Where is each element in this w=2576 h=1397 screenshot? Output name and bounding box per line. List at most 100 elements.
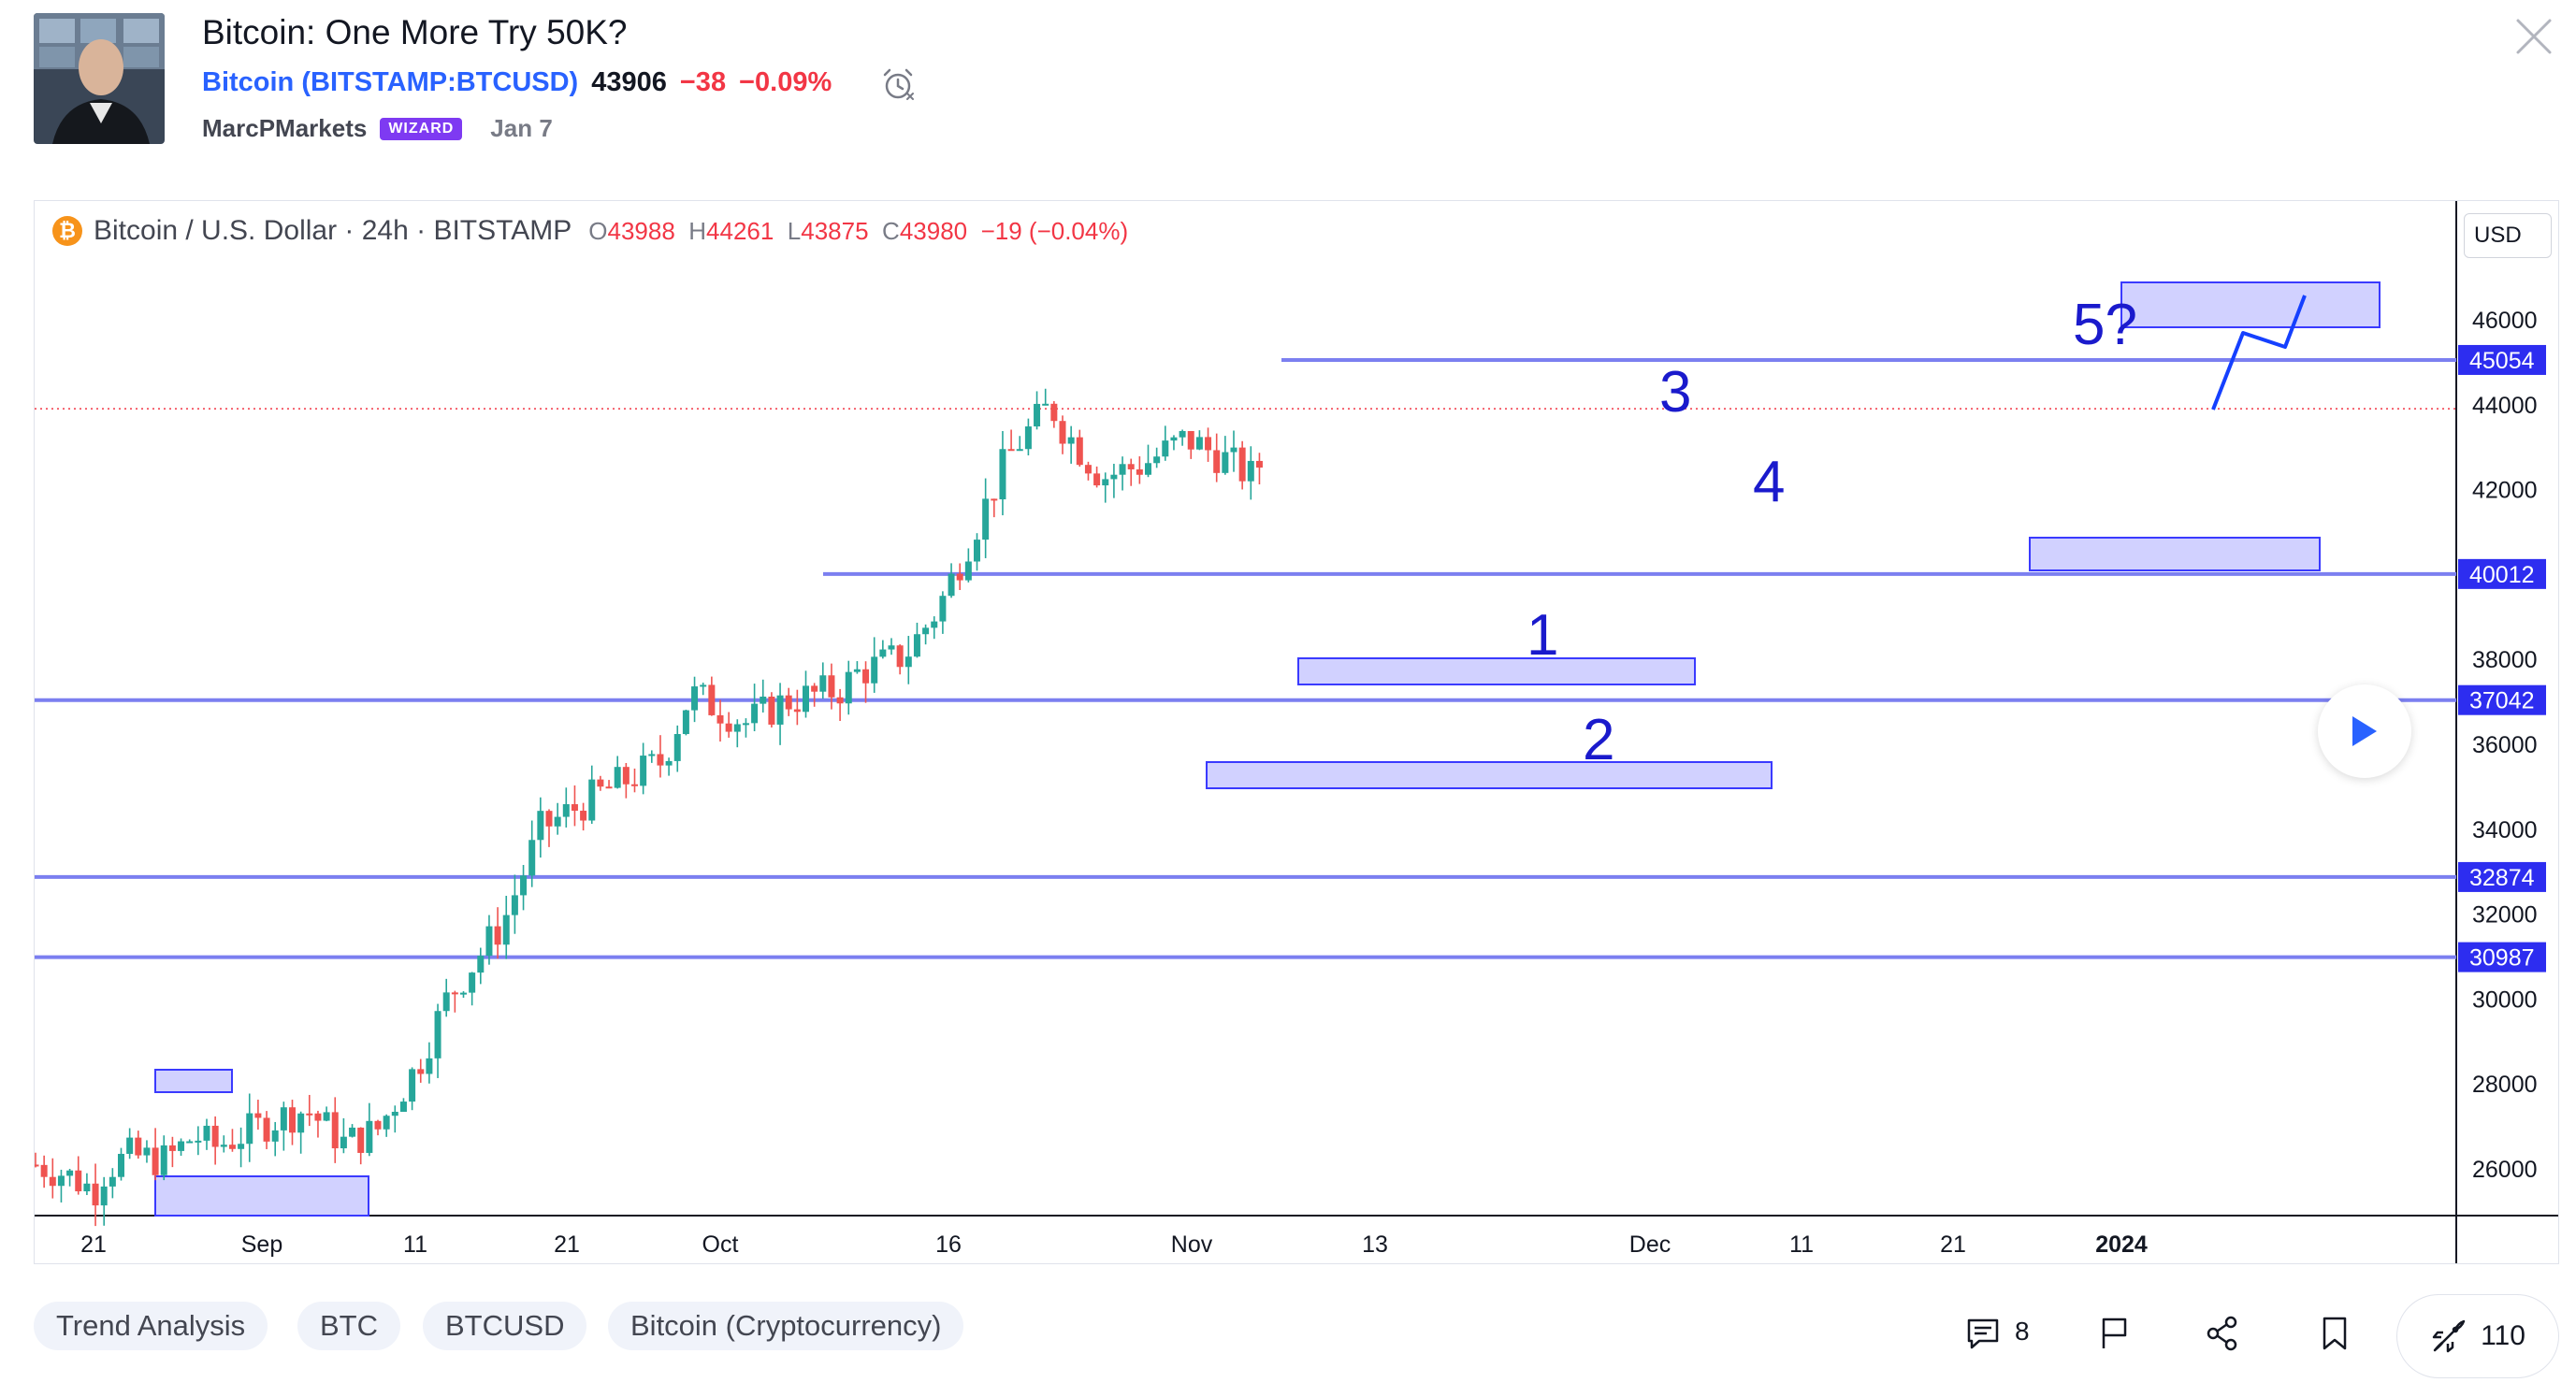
replay-play-button[interactable]: [2318, 684, 2411, 778]
symbol-line: Bitcoin (BITSTAMP:BTCUSD) 43906 −38 −0.09%: [202, 67, 832, 98]
candle-body: [426, 1058, 433, 1074]
tag-bitcoin-cryptocurrency[interactable]: Bitcoin (Cryptocurrency): [608, 1302, 964, 1350]
candle-body: [682, 710, 689, 735]
candle-body: [49, 1176, 56, 1187]
currency-select[interactable]: USD: [2464, 213, 2552, 258]
level-price-tag: [2458, 942, 2546, 972]
candle-body: [913, 634, 920, 657]
candle-body: [434, 1011, 441, 1059]
comment-icon[interactable]: [1964, 1315, 2002, 1352]
candle-body: [1084, 465, 1092, 474]
candle-body: [195, 1140, 202, 1143]
candle-body: [280, 1107, 287, 1131]
chart-legend: ₿ Bitcoin / U.S. Dollar · 24h · BITSTAMP…: [52, 215, 1128, 247]
level-price-tag: [2458, 861, 2546, 892]
chart-frame[interactable]: [34, 200, 2559, 1264]
tag-trend-analysis[interactable]: Trend Analysis: [34, 1302, 268, 1350]
candle-body: [1230, 447, 1237, 453]
candle-body: [1179, 430, 1186, 438]
comments-count[interactable]: 8: [2015, 1317, 2030, 1346]
candle-body: [340, 1136, 347, 1149]
wave-label-4: 4: [1753, 450, 1785, 514]
candle-body: [657, 754, 664, 766]
x-tick-label: 21: [554, 1231, 580, 1258]
share-icon[interactable]: [2204, 1315, 2241, 1352]
candle-body: [982, 498, 990, 540]
author-avatar[interactable]: [34, 13, 165, 144]
candle-body: [160, 1145, 167, 1175]
rocket-icon: [2432, 1319, 2466, 1353]
candle-body: [648, 754, 656, 756]
candle-body: [931, 621, 938, 628]
candle-body: [691, 686, 699, 711]
level-price-label: 40012: [2469, 562, 2535, 588]
candle-body: [1145, 463, 1151, 475]
x-tick-label: Nov: [1171, 1231, 1213, 1258]
candle-body: [1170, 437, 1178, 441]
zone-rectangle[interactable]: [1206, 761, 1773, 789]
x-tick-label: 11: [1789, 1231, 1814, 1258]
candle-body: [417, 1069, 425, 1074]
candle-body: [374, 1120, 382, 1130]
candle-body: [1255, 460, 1263, 468]
zone-rectangle[interactable]: [1297, 657, 1696, 685]
candle-body: [66, 1170, 74, 1176]
candle-body: [135, 1137, 142, 1156]
price-chart[interactable]: 12 34 5? 46000 44000 42000 38000 36000 34000 3200…: [35, 201, 2558, 1263]
level-price-label: 30987: [2469, 945, 2535, 972]
x-tick-label: 21: [1940, 1231, 1966, 1258]
candle-body: [211, 1125, 219, 1147]
boost-count: 110: [2481, 1320, 2525, 1351]
y-tick-label: 42000: [2472, 478, 2538, 504]
candle-body: [442, 992, 450, 1012]
symbol-link[interactable]: Bitcoin (BITSTAMP:BTCUSD): [202, 67, 579, 97]
projection-path[interactable]: [2211, 295, 2307, 410]
zone-rectangle[interactable]: [2029, 537, 2321, 571]
candle-body: [673, 734, 681, 761]
candle-body: [1127, 464, 1135, 469]
y-tick-label: 34000: [2472, 817, 2538, 843]
bookmark-icon[interactable]: [2316, 1315, 2353, 1352]
candle-body: [760, 697, 767, 704]
zone-rectangle[interactable]: [154, 1069, 233, 1093]
candle-body: [1034, 403, 1041, 427]
tag-btcusd[interactable]: BTCUSD: [423, 1302, 587, 1350]
play-icon: [2352, 716, 2377, 746]
level-price-tag: [2458, 684, 2546, 715]
candle-body: [631, 784, 638, 786]
candle-body: [562, 804, 570, 817]
candle-body: [271, 1130, 279, 1142]
y-tick-label: 28000: [2472, 1072, 2538, 1098]
x-tick-label: 16: [935, 1231, 962, 1258]
tag-btc[interactable]: BTC: [297, 1302, 400, 1350]
alarm-clock-icon[interactable]: [879, 65, 917, 103]
candle-body: [956, 573, 963, 581]
close-icon[interactable]: [2512, 15, 2555, 58]
legend-ohlc: O43988 H44261 L43875 C43980 −19 (−0.04%): [588, 216, 1129, 245]
candle-body: [511, 895, 518, 915]
candle-body: [323, 1112, 330, 1121]
x-tick-label: Dec: [1629, 1231, 1671, 1258]
candle-body: [588, 779, 596, 821]
legend-symbol: Bitcoin / U.S. Dollar · 24h · BITSTAMP: [94, 215, 572, 246]
candle-body: [597, 779, 604, 787]
candle-body: [168, 1145, 176, 1151]
candle-body: [186, 1141, 194, 1144]
candle-body: [1205, 437, 1212, 451]
candle-body: [811, 685, 818, 692]
candle-body: [1016, 449, 1023, 452]
candle-body: [220, 1145, 227, 1147]
candle-body: [1187, 430, 1194, 450]
candle-body: [409, 1069, 416, 1102]
candle-body: [357, 1127, 365, 1153]
zone-rectangle[interactable]: [2120, 281, 2381, 328]
flag-icon[interactable]: [2095, 1315, 2133, 1352]
boost-button[interactable]: 110: [2396, 1294, 2559, 1378]
candle-body: [83, 1183, 91, 1192]
zone-rectangle[interactable]: [154, 1175, 369, 1217]
candle-body: [314, 1113, 322, 1121]
author-name[interactable]: MarcPMarkets: [202, 114, 368, 142]
candle-body: [331, 1112, 339, 1149]
candle-body: [896, 645, 904, 668]
x-tick-label: 11: [403, 1231, 427, 1258]
